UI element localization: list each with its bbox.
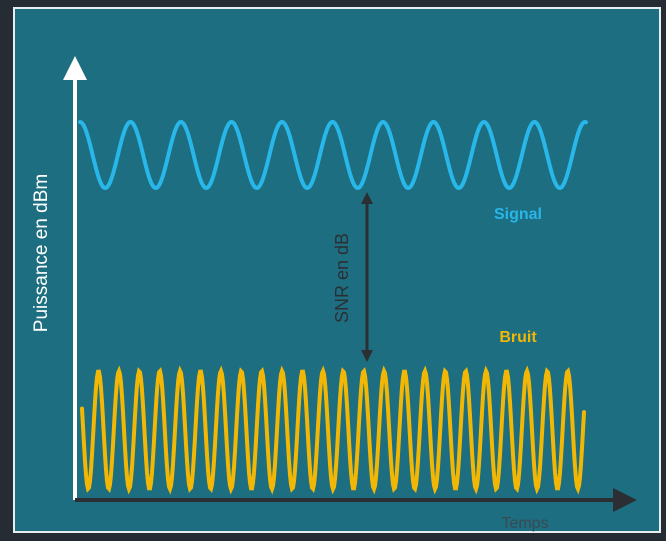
diagram: Puissance en dBm Temps SNR en dB Signal …: [0, 0, 666, 541]
y-axis-label: Puissance en dBm: [31, 174, 52, 332]
signal-label: Signal: [494, 206, 542, 223]
x-axis-label: Temps: [501, 515, 548, 532]
page: {"diagram": {"y_axis_label": "Puissance …: [0, 0, 666, 541]
noise-label: Bruit: [499, 329, 537, 346]
snr-label: SNR en dB: [332, 233, 352, 323]
